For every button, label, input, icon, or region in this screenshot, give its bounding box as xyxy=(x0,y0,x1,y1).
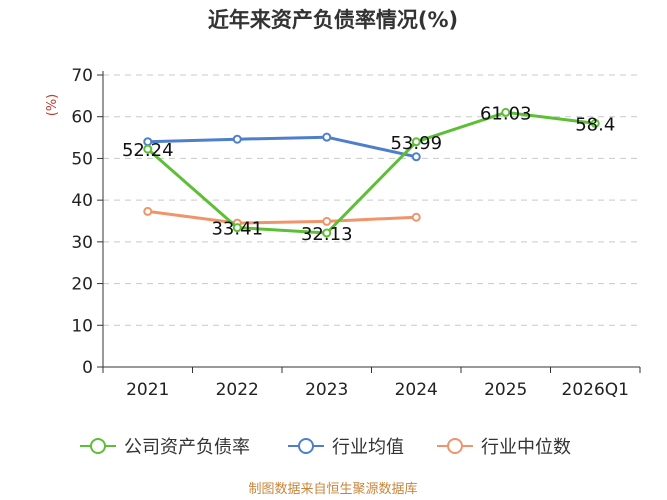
series-0-point-2024 xyxy=(411,137,421,147)
series-0-point-2022 xyxy=(232,223,242,233)
y-tick-label-30: 30 xyxy=(71,233,93,253)
x-tick-label-2026Q1: 2026Q1 xyxy=(562,380,629,400)
legend-marker-0 xyxy=(90,438,106,454)
series-line-0 xyxy=(146,110,597,235)
series-line-1 xyxy=(146,135,418,159)
series-line-2 xyxy=(146,209,418,225)
legend-label-2: 行业中位数 xyxy=(481,437,571,458)
x-tick-label-2025: 2025 xyxy=(484,380,527,400)
y-tick-label-0: 0 xyxy=(82,358,93,378)
series-layer xyxy=(143,107,600,238)
y-tick-label-40: 40 xyxy=(71,191,93,211)
source-note: 制图数据来自恒生聚源数据库 xyxy=(248,481,417,497)
legend: 公司资产负债率 行业均值 行业中位数 xyxy=(80,437,571,458)
series-1-point-2022 xyxy=(232,134,242,144)
y-tick-label-70: 70 xyxy=(71,66,93,86)
x-tick-label-2022: 2022 xyxy=(216,380,259,400)
series-0-point-2026Q1 xyxy=(590,118,600,128)
data-label-2026Q1: 58.4 xyxy=(575,114,615,135)
data-label-2025: 61.03 xyxy=(480,103,532,124)
series-0-point-2021 xyxy=(143,144,153,154)
chart-title: 近年来资产负债率情况(%) xyxy=(208,8,458,32)
legend-marker-1 xyxy=(298,438,314,454)
series-0-point-2025 xyxy=(501,107,511,117)
x-tick-label-2024: 2024 xyxy=(395,380,438,400)
data-label-2022: 33.41 xyxy=(211,219,263,240)
y-tick-label-60: 60 xyxy=(71,108,93,128)
series-0-point-2023 xyxy=(322,228,332,238)
data-label-2023: 32.13 xyxy=(301,224,353,245)
axes: 0 10 20 30 40 50 60 70 2021 2022 2023 2024 2025 2026Q… xyxy=(71,66,641,400)
series-2-point-2021 xyxy=(143,206,153,216)
y-tick-label-20: 20 xyxy=(71,275,93,295)
x-tick-label-2023: 2023 xyxy=(305,380,348,400)
series-2-point-2023 xyxy=(322,216,332,226)
x-tick-label-2021: 2021 xyxy=(126,380,169,400)
y-tick-label-10: 10 xyxy=(71,316,93,336)
data-labels: 52.24 33.41 32.13 53.99 61.03 58.4 xyxy=(122,103,615,245)
data-label-2021: 52.24 xyxy=(122,140,174,161)
y-axis-label: (%) xyxy=(45,94,60,117)
legend-marker-2 xyxy=(447,438,463,454)
data-label-2024: 53.99 xyxy=(390,133,442,154)
series-2-point-2024 xyxy=(411,212,421,222)
grid-lines xyxy=(103,74,640,326)
legend-label-0: 公司资产负债率 xyxy=(124,437,250,458)
y-tick-label-50: 50 xyxy=(71,149,93,169)
series-1-point-2023 xyxy=(322,132,332,142)
legend-label-1: 行业均值 xyxy=(332,437,404,458)
series-1-point-2024 xyxy=(411,152,421,162)
